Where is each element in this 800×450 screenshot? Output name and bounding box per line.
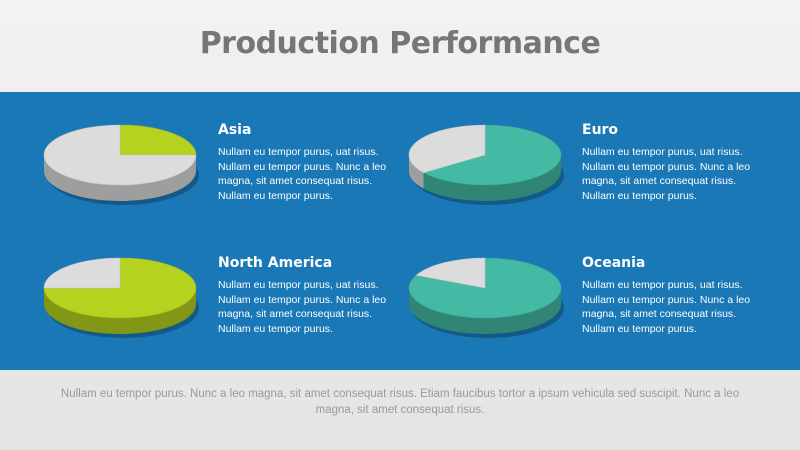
pie-slice-side (423, 155, 561, 201)
pie-slice-0 (422, 124, 562, 186)
pie-slice-side (409, 288, 561, 334)
pie-slice-0 (119, 124, 197, 156)
pie-slice-0 (43, 257, 197, 319)
pie-chart-north-america (43, 257, 199, 338)
pie-slice-1 (43, 257, 121, 289)
region-title-north-america: North America (218, 255, 333, 271)
pie-slice-1 (408, 124, 486, 173)
pie-slice-side (44, 155, 196, 201)
pie-slice-side (409, 155, 424, 189)
region-text-oceania: Nullam eu tempor purus, uat risus. Nulla… (582, 279, 751, 335)
region-text-euro: Nullam eu tempor purus, uat risus. Nulla… (582, 146, 751, 202)
region-text-asia: Nullam eu tempor purus, uat risus. Nulla… (218, 146, 387, 202)
region-text-north-america: Nullam eu tempor purus, uat risus. Nulla… (218, 279, 387, 335)
pie-chart-asia (43, 124, 199, 205)
pie-chart-oceania (408, 257, 564, 338)
pie-slice-side (44, 288, 196, 334)
region-title-oceania: Oceania (582, 255, 646, 271)
region-title-asia: Asia (218, 122, 252, 138)
pie-slice-1 (43, 124, 197, 186)
region-title-euro: Euro (582, 122, 619, 138)
footer-text: Nullam eu tempor purus. Nunc a leo magna… (60, 388, 740, 416)
slide-title: Production Performance (199, 26, 601, 61)
pie-chart-euro (408, 124, 564, 205)
pie-slice-1 (415, 257, 486, 289)
